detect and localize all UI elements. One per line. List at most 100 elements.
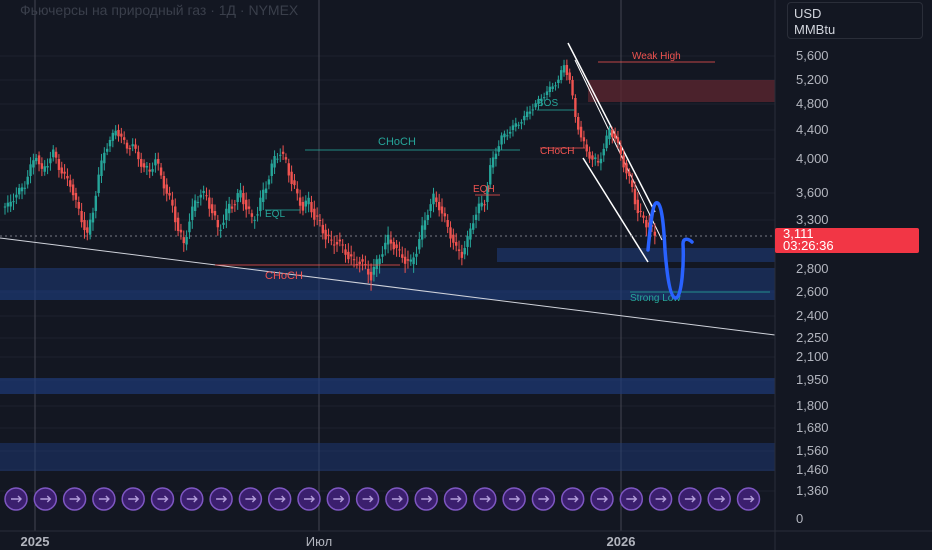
candle-body: [330, 239, 333, 241]
candle-body: [26, 176, 29, 185]
event-marker: [502, 487, 526, 511]
candle-body: [554, 85, 557, 87]
channel-lower: [582, 157, 649, 263]
candle-body: [477, 203, 481, 214]
annotation-label: EQH: [473, 184, 495, 195]
annotation-label: Strong Low: [630, 293, 681, 304]
candle-body: [80, 211, 83, 223]
channel-upper: [567, 42, 656, 213]
candle-body: [605, 135, 608, 149]
annotation-label: EQL: [265, 209, 285, 220]
candle-body: [452, 234, 455, 243]
candle-body: [15, 194, 18, 198]
candle-body: [386, 234, 390, 245]
candle-body: [233, 204, 237, 206]
price-tick-label: 2,100: [796, 349, 829, 364]
candle-body: [202, 190, 205, 193]
candle-body: [154, 159, 157, 166]
candle-body: [616, 137, 620, 143]
candle-body: [40, 163, 44, 169]
candle-body: [250, 213, 254, 217]
candle-body: [528, 111, 532, 114]
time-axis[interactable]: 2025 Июл 2026: [21, 534, 636, 549]
candle-body: [483, 204, 486, 206]
candle-body: [341, 244, 344, 246]
event-marker: [209, 487, 233, 511]
candle-body: [350, 254, 353, 257]
candle-body: [205, 195, 208, 197]
candle-body: [69, 180, 72, 187]
chart-title: Фьючерсы на природный газ · 1Д · NYMEX: [20, 2, 299, 18]
annotation-label: CHoCH: [378, 136, 416, 148]
smc-annotations: CHoCH CHoCH EQL EQH BOS CHoCH Weak High Strong …: [215, 51, 770, 304]
candle-body: [525, 111, 529, 117]
candle-body: [43, 166, 46, 172]
candle-body: [361, 259, 364, 262]
arrow-icon: [509, 495, 521, 503]
candle-body: [46, 166, 49, 168]
candle-body: [193, 200, 197, 211]
candle-body: [37, 155, 41, 165]
event-marker: [531, 487, 556, 511]
candle-body: [511, 125, 515, 130]
candle-body: [472, 223, 475, 230]
candle-body: [375, 259, 378, 269]
candle-body: [182, 237, 185, 244]
candle-body: [494, 153, 498, 159]
candle-body: [577, 117, 580, 130]
candle-body: [247, 206, 251, 209]
candle-body: [318, 220, 322, 221]
arrow-icon: [128, 495, 140, 503]
candle-body: [165, 184, 168, 194]
candle-body: [551, 86, 554, 89]
last-price-label: 3,111 03:26:36: [775, 227, 919, 253]
candle-body: [457, 249, 461, 251]
candle-body: [71, 184, 75, 196]
candle-body: [503, 133, 506, 138]
candle-body: [449, 227, 452, 239]
price-tick-label: 4,000: [796, 151, 829, 166]
candle-body: [262, 189, 265, 202]
time-tick-label: 2026: [607, 534, 636, 549]
candle-body: [446, 220, 449, 227]
event-markers[interactable]: [4, 487, 761, 511]
time-tick-label: 2025: [21, 534, 50, 549]
candle-body: [395, 244, 398, 249]
candle-body: [134, 144, 137, 149]
candle-body: [100, 160, 103, 176]
candle-body: [301, 202, 305, 211]
event-marker: [180, 487, 204, 511]
currency-unit-selector[interactable]: USD MMBtu: [787, 2, 923, 39]
event-marker: [385, 487, 409, 511]
annotation-label: CHoCH: [265, 270, 303, 282]
candle-body: [174, 206, 177, 223]
arrow-icon: [333, 495, 345, 503]
arrow-icon: [216, 495, 228, 503]
candle-body: [185, 237, 188, 245]
candle-body: [3, 206, 7, 208]
arrow-icon: [684, 495, 696, 503]
candle-body: [57, 159, 61, 170]
candle-body: [432, 193, 435, 205]
candle-body: [131, 144, 134, 147]
candle-body: [523, 115, 526, 121]
candle-body: [253, 219, 256, 221]
candle-body: [307, 197, 310, 205]
hand-drawn-projection: [646, 201, 694, 300]
candle-body: [97, 174, 100, 193]
arrow-icon: [186, 495, 198, 503]
candle-body: [426, 214, 430, 220]
candle-body: [537, 98, 540, 104]
candle-body: [534, 103, 537, 108]
candle-body: [287, 163, 290, 176]
candle-body: [281, 151, 285, 154]
candle-body: [474, 214, 478, 220]
arrow-icon: [626, 495, 638, 503]
candle-body: [108, 139, 112, 147]
candle-body: [20, 187, 24, 192]
price-axis[interactable]: 5,600 5,200 4,800 4,400 4,000 3,600 3,300 2,800…: [796, 48, 829, 526]
candle-body: [264, 188, 268, 193]
arrow-icon: [11, 495, 22, 503]
event-marker: [560, 487, 585, 511]
